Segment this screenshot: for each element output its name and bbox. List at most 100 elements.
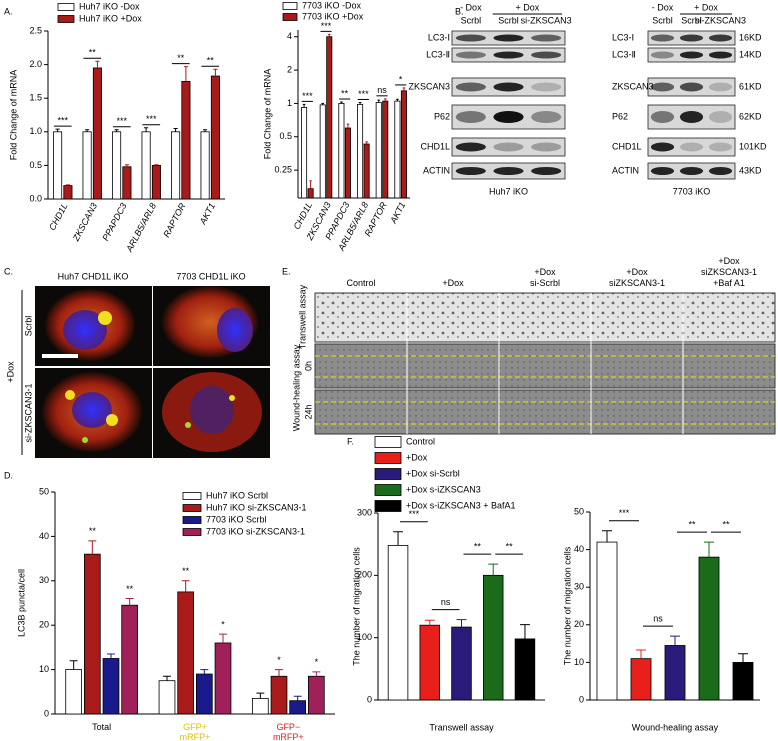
blot-band — [708, 111, 733, 123]
significance: ** — [89, 48, 97, 58]
y-tick-label: 1.5 — [29, 93, 42, 103]
y-tick-label: 300 — [357, 507, 372, 517]
blot-band — [531, 142, 562, 152]
panel-e-images — [314, 292, 776, 435]
blot-size-label: 61KD — [739, 81, 762, 91]
error-bar — [219, 633, 227, 643]
y-tick-label: 0 — [367, 694, 372, 704]
blot-band — [455, 167, 486, 175]
blot-band — [708, 142, 733, 152]
y-tick-label: 4 — [287, 31, 292, 41]
legend-label: +Dox s-iZKSCAN3 — [406, 484, 481, 494]
bar — [344, 127, 351, 199]
blot-band — [455, 82, 486, 92]
lane-label: Scrbl — [461, 15, 482, 25]
error-bar — [737, 653, 749, 663]
bar — [270, 675, 288, 715]
y-tick-label: 0.5 — [29, 160, 42, 170]
error-bar — [163, 675, 171, 681]
error-bar — [181, 580, 190, 592]
blot-band — [679, 82, 704, 92]
legend-swatch — [282, 2, 298, 10]
bar — [326, 36, 333, 199]
error-bar — [393, 531, 403, 546]
y-tick-label: 1.0 — [29, 126, 42, 136]
panel-letter: A. — [4, 6, 13, 16]
bar — [102, 658, 120, 715]
bar — [514, 638, 536, 701]
error-bar — [327, 33, 331, 37]
column-label: +Dox si-Scrbl — [530, 267, 560, 288]
blot-size-label: 43KD — [739, 165, 762, 175]
bar — [698, 556, 720, 701]
significance: ** — [89, 526, 97, 536]
legend-swatch — [182, 492, 202, 500]
bar — [375, 102, 382, 199]
x-tick-label: GFP−mRFP+(late autophagy) — [256, 722, 321, 741]
error-bar — [321, 102, 325, 105]
bar — [84, 553, 101, 715]
treatment-label: +Dox — [5, 361, 15, 383]
bar — [65, 669, 82, 715]
blot-row-label: ACTIN — [423, 165, 450, 175]
error-bar — [95, 60, 100, 68]
significance: * — [315, 657, 319, 667]
bar — [122, 166, 132, 200]
blot-band — [531, 51, 562, 59]
blot-band — [708, 167, 733, 175]
legend-label: Huh7 iKO -Dox — [79, 1, 140, 11]
panel-c-images — [21, 286, 270, 458]
legend-label: +Dox si-Scrbl — [406, 468, 460, 478]
y-tick-label: 2.5 — [29, 25, 42, 35]
significance: ns — [653, 613, 663, 623]
x-tick-label: ARLB5/ARL8 — [124, 201, 158, 254]
lane-label: Scrbl — [652, 15, 673, 25]
error-bar — [173, 127, 178, 132]
significance: ns — [377, 85, 387, 95]
blot-band — [531, 111, 562, 123]
significance: ** — [341, 88, 349, 98]
blot-band — [679, 34, 704, 42]
bar — [451, 626, 472, 701]
error-bar — [383, 98, 387, 102]
panel-letter: D. — [4, 470, 13, 480]
x-axis-label: Wound-healing assay — [632, 722, 719, 732]
y-tick-label: 50 — [574, 506, 584, 516]
y-tick-label: 0 — [44, 708, 49, 718]
legend-label: 7703 iKO Scrbl — [206, 514, 267, 524]
error-bar — [635, 649, 647, 659]
condition-label: + Dox — [694, 2, 718, 12]
legend-swatch — [282, 13, 298, 21]
legend-swatch — [57, 15, 75, 23]
lane-label: si-ZKSCAN3 — [521, 15, 572, 25]
error-bar — [144, 127, 149, 132]
significance: ** — [126, 584, 134, 594]
y-tick-label: 10 — [39, 664, 49, 674]
error-bar — [377, 99, 381, 103]
bar — [92, 67, 102, 200]
x-tick-label: AKT1 — [197, 201, 217, 226]
blot-band — [531, 167, 562, 175]
bar — [382, 100, 389, 199]
blot-band — [679, 167, 704, 175]
significance: ** — [688, 519, 696, 529]
blot-row-label: LC3-Ⅰ — [612, 32, 634, 42]
blot-row-label: LC3-Ⅰ — [428, 32, 450, 42]
blot-band — [708, 34, 733, 42]
bar — [301, 107, 308, 199]
legend-label: Huh7 iKO si-ZKSCAN3-1 — [206, 502, 307, 512]
significance: * — [221, 619, 225, 629]
x-tick-label: AKT1 — [388, 200, 408, 225]
blot-band — [455, 51, 486, 59]
x-tick-label: ZKSCAN3 — [70, 201, 99, 243]
blot-size-label: 62KD — [739, 111, 762, 121]
bar — [181, 81, 191, 200]
significance: *** — [57, 115, 68, 125]
error-bar — [203, 129, 208, 132]
bar — [200, 131, 210, 200]
blot-band — [493, 142, 524, 152]
column-label: Huh7 CHD1L iKO — [58, 271, 129, 281]
blot-row-label: ACTIN — [612, 165, 639, 175]
y-tick-label: 10 — [574, 657, 584, 667]
